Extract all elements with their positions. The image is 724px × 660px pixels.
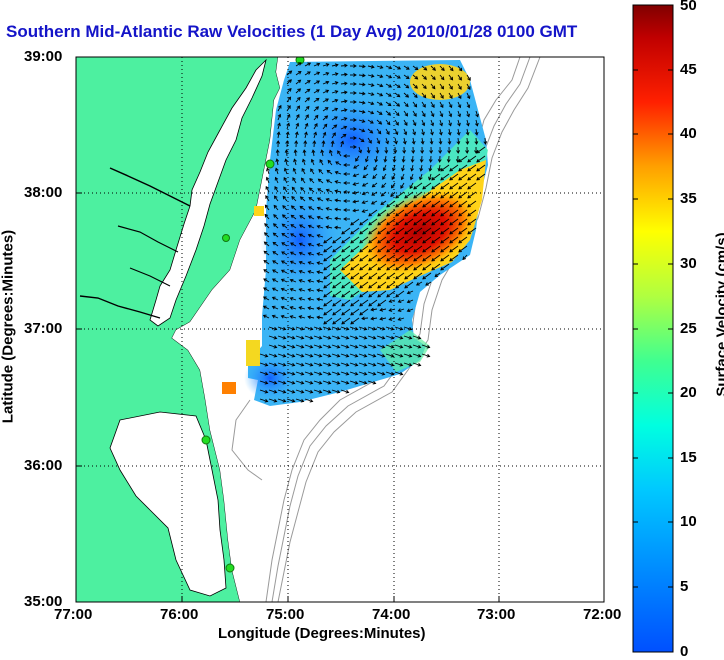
y-axis-title: Latitude (Degrees:Minutes) <box>0 227 17 427</box>
colorbar-tick-label: 50 <box>680 0 697 14</box>
radar-site-icon <box>266 160 274 168</box>
y-tick-label: 36:00 <box>24 457 62 474</box>
y-tick-label: 37:00 <box>24 320 62 337</box>
y-tick-label: 39:00 <box>24 48 62 65</box>
colorbar-tick-label: 35 <box>680 190 697 207</box>
y-tick-label: 35:00 <box>24 593 62 610</box>
x-tick-label: 72:00 <box>583 606 621 623</box>
radar-site-icon <box>226 564 234 572</box>
coastal-patch-3 <box>254 206 264 216</box>
colorbar-tick-label: 0 <box>680 643 688 660</box>
colorbar-tick-label: 15 <box>680 449 697 466</box>
coastal-patch-2 <box>222 382 236 394</box>
colorbar <box>633 5 673 652</box>
radar-site-icon <box>202 436 210 444</box>
x-tick-label: 75:00 <box>266 606 304 623</box>
colorbar-title: Surface Velocity (cm/s) <box>714 215 724 415</box>
y-tick-label: 38:00 <box>24 184 62 201</box>
colorbar-tick-label: 25 <box>680 320 697 337</box>
colorbar-tick-label: 20 <box>680 384 697 401</box>
colorbar-tick-label: 30 <box>680 255 697 272</box>
radar-site-icon <box>223 235 230 242</box>
x-axis-title: Longitude (Degrees:Minutes) <box>218 625 426 642</box>
colorbar-tick-label: 45 <box>680 61 697 78</box>
x-tick-label: 73:00 <box>477 606 515 623</box>
colorbar-tick-label: 40 <box>680 125 697 142</box>
coastal-patch-1 <box>246 340 260 366</box>
colorbar-tick-label: 5 <box>680 578 688 595</box>
colorbar-tick-label: 10 <box>680 513 697 530</box>
x-tick-label: 76:00 <box>160 606 198 623</box>
x-tick-label: 74:00 <box>372 606 410 623</box>
slow-flow-north <box>294 92 410 188</box>
